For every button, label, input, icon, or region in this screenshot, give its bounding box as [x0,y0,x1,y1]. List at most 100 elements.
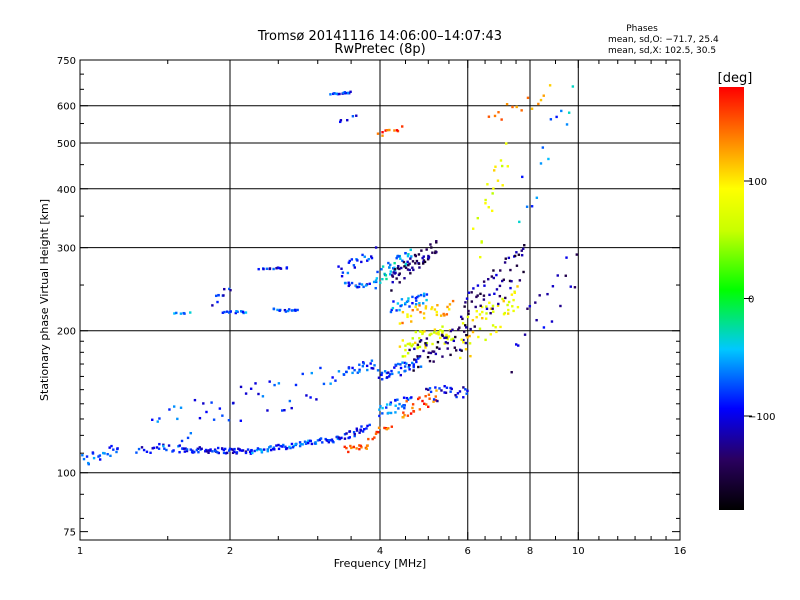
echo-point [435,332,438,335]
echo-point [416,355,419,358]
echo-point [429,390,433,394]
echo-point [411,403,415,406]
echo-point [262,448,266,451]
echo-point [112,448,115,451]
echo-point [476,216,480,220]
colorbar [719,87,744,510]
echo-point [359,444,363,448]
echo-point [179,312,183,315]
echo-point [493,114,497,118]
echo-point [262,267,265,271]
echo-point [481,310,484,314]
echo-point [367,437,370,441]
echo-point [185,448,189,451]
echo-point [466,315,470,319]
echo-point [506,303,509,307]
echo-point [210,401,213,404]
echo-point [471,318,475,322]
echo-point [539,98,543,102]
echo-point [231,451,235,455]
echo-point [396,267,400,270]
echo-point [162,443,165,446]
echo-point [534,301,537,304]
echo-point [437,333,440,336]
echo-point [509,268,512,272]
echo-point [481,316,484,320]
echo-point [503,261,507,264]
echo-point [419,365,423,368]
echo-point [401,125,404,128]
echo-point [327,439,331,442]
echo-point [412,410,416,413]
echo-point [408,262,411,265]
echo-point [403,365,407,368]
echo-point [406,254,410,258]
echo-point [484,338,487,342]
echo-point [103,452,106,455]
echo-point [340,436,343,440]
echo-point [421,399,424,403]
echo-point [288,399,292,403]
echo-point [389,273,392,276]
echo-point [409,314,413,318]
echo-point [420,330,423,333]
echo-point [370,255,373,258]
echo-point [435,250,438,254]
echo-point [408,368,411,371]
echo-point [363,255,366,258]
echo-point [255,448,259,452]
echo-point [430,332,433,336]
echo-point [204,448,208,452]
echo-point [401,259,404,262]
echo-point [451,299,455,303]
echo-point [464,388,467,391]
echo-point [376,132,380,135]
echo-point [452,339,456,343]
echo-point [418,337,421,340]
echo-point [277,443,280,447]
echo-point [223,447,227,451]
echo-point [417,365,420,369]
echo-point [471,227,475,230]
echo-point [216,451,219,454]
echo-point [446,337,449,341]
echo-point [537,102,540,106]
echo-point [461,322,465,325]
echo-point [359,429,363,432]
echo-point [391,306,395,310]
echo-point [479,292,482,296]
echo-point [485,307,489,311]
echo-point [217,294,220,297]
echo-point [399,257,402,260]
echo-point [417,253,421,256]
echo-point [397,255,401,258]
echo-point [305,441,308,444]
echo-point [218,407,222,410]
echo-point [296,308,299,312]
echo-point [512,309,515,313]
echo-point [403,277,406,280]
echo-point [411,406,414,410]
echo-point [460,338,463,341]
echo-point [272,446,276,449]
echo-point [381,265,385,268]
echo-point [279,444,282,448]
colorbar-label: [deg] [718,71,753,86]
echo-point [492,269,495,272]
echo-point [429,243,432,246]
echo-point [499,269,502,272]
echo-point [526,96,530,100]
echo-point [222,451,226,455]
echo-point [416,295,419,299]
echo-point [397,264,400,268]
echo-point [477,335,480,339]
echo-point [410,320,413,323]
echo-point [212,418,216,421]
echo-point [338,92,341,96]
echo-point [492,187,495,190]
echo-point [81,454,84,457]
echo-point [92,456,96,460]
echo-point [414,358,418,362]
echo-point [404,251,407,255]
echo-point [355,429,359,432]
